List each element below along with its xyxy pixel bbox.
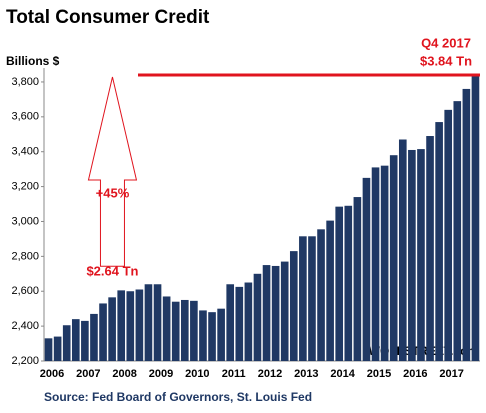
y-tick-label: 2,200 — [11, 355, 39, 367]
annotation: +45% — [96, 186, 130, 201]
bar — [135, 289, 144, 361]
y-tick-label: 3,400 — [11, 146, 39, 158]
bar — [271, 265, 280, 361]
annotation: Q4 2017 — [421, 35, 471, 50]
y-tick-label: 3,800 — [11, 76, 39, 88]
bar — [299, 236, 307, 361]
bar — [171, 301, 180, 361]
bar — [153, 284, 162, 361]
bar — [317, 229, 325, 361]
annotation: $3.84 Tn — [420, 53, 472, 68]
x-tick-label: 2013 — [294, 368, 318, 380]
bar — [453, 101, 462, 361]
x-tick-label: 2010 — [185, 368, 209, 380]
bar — [44, 338, 53, 361]
bar — [344, 205, 353, 361]
x-tick-label: 2015 — [367, 368, 391, 380]
x-tick-label: 2008 — [112, 368, 136, 380]
bar — [280, 261, 289, 361]
x-tick-label: 2017 — [439, 368, 463, 380]
bar — [326, 220, 334, 361]
y-tick-label: 3,200 — [11, 181, 39, 193]
bar — [71, 319, 80, 361]
y-axis-label: Billions $ — [6, 54, 60, 68]
x-tick-label: 2016 — [403, 368, 427, 380]
bar — [262, 265, 271, 361]
bar — [117, 290, 126, 361]
bar — [180, 299, 189, 361]
bar — [308, 236, 316, 361]
bar — [217, 308, 225, 361]
y-tick-label: 3,600 — [11, 111, 39, 123]
arrow — [87, 76, 138, 267]
bar — [417, 149, 425, 361]
bar — [353, 197, 362, 361]
bar — [235, 286, 244, 361]
x-tick-label: 2014 — [330, 368, 355, 380]
bar — [208, 312, 216, 361]
bar — [190, 300, 198, 361]
bar — [226, 284, 235, 361]
x-tick-label: 2009 — [149, 368, 173, 380]
bar — [144, 284, 153, 361]
y-tick-label: 3,000 — [11, 215, 39, 227]
bar — [335, 206, 344, 361]
bar — [389, 155, 398, 361]
bar — [371, 167, 380, 361]
bar — [62, 325, 71, 361]
bar — [90, 313, 98, 361]
bar — [126, 291, 135, 361]
bar — [108, 297, 116, 361]
bar — [81, 320, 89, 361]
bar — [426, 136, 434, 361]
annotation: $2.64 Tn — [86, 264, 138, 279]
y-tick-label: 2,800 — [11, 250, 39, 262]
y-tick-label: 2,600 — [11, 285, 39, 297]
bar — [435, 122, 443, 361]
x-tick-label: 2011 — [222, 368, 246, 380]
source: Source: Fed Board of Governors, St. Loui… — [44, 390, 312, 404]
bar — [99, 303, 107, 361]
x-tick-label: 2007 — [76, 368, 100, 380]
bar — [444, 109, 453, 361]
bar — [199, 310, 207, 361]
bar — [53, 336, 62, 361]
chart-title: Total Consumer Credit — [6, 7, 210, 28]
x-tick-label: 2006 — [40, 368, 64, 380]
bar — [162, 296, 171, 361]
bar — [362, 177, 371, 361]
bar — [471, 74, 480, 361]
x-tick-label: 2012 — [258, 368, 282, 380]
bar — [244, 282, 253, 361]
bar — [253, 273, 262, 361]
bar — [462, 88, 471, 361]
y-tick-label: 2,400 — [11, 320, 39, 332]
bar — [408, 149, 416, 361]
bar — [380, 165, 389, 361]
bar — [289, 251, 298, 361]
bar — [398, 139, 407, 361]
